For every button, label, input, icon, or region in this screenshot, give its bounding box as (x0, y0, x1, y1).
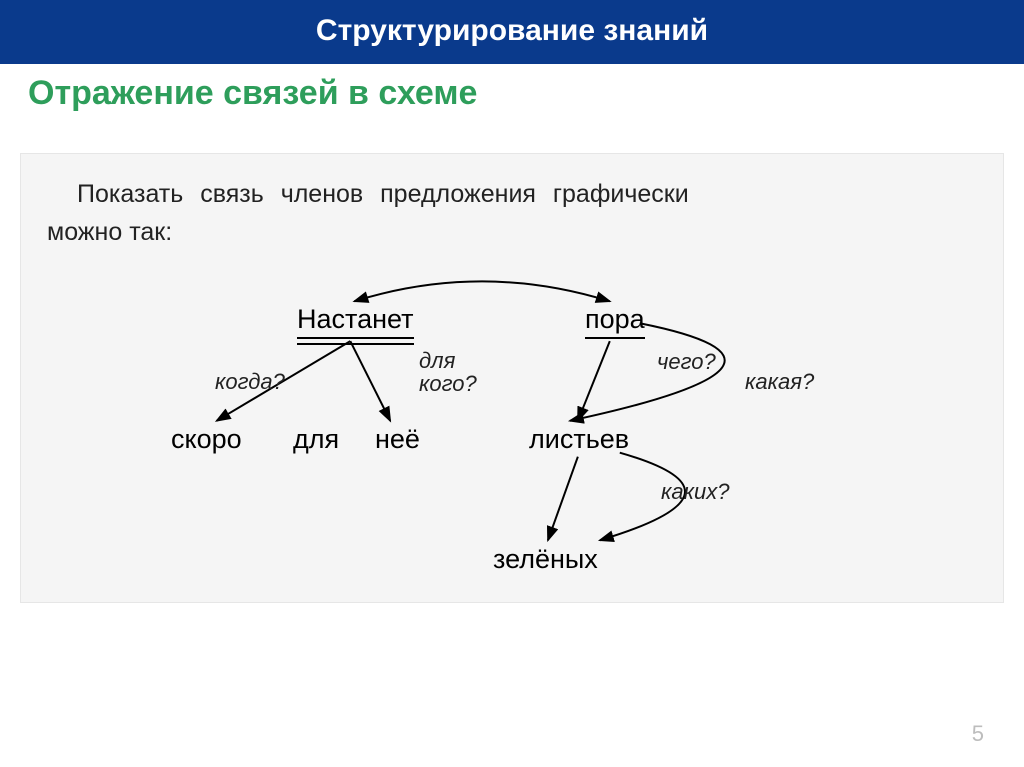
node-dlya: для (293, 424, 339, 455)
node-skoro: скоро (171, 424, 242, 455)
intro-line-1: Показать связь членов предложения графич… (77, 180, 983, 209)
node-listev: листьев (529, 424, 629, 455)
diagram: Показать связь членов предложения графич… (20, 153, 1004, 603)
node-nee: неё (375, 424, 420, 455)
intro-line-2: можно так: (47, 218, 172, 247)
subtitle: Отражение связей в схеме (0, 64, 1024, 113)
label-dlyakogo: для кого? (419, 349, 477, 395)
node-zelenykh: зелёных (493, 544, 598, 575)
label-kakikh: каких? (661, 479, 729, 505)
page: Структурирование знаний Отражение связей… (0, 0, 1024, 767)
page-number: 5 (972, 721, 984, 747)
header-title: Структурирование знаний (0, 0, 1024, 64)
label-dlyakogo-l2: кого? (419, 371, 477, 396)
node-pora: пора (585, 304, 645, 335)
label-dlyakogo-l1: для (419, 348, 455, 373)
label-kogda: когда? (215, 369, 285, 395)
label-kakaya: какая? (745, 369, 814, 395)
label-chego: чего? (657, 349, 716, 375)
node-nastanet: Настанет (297, 304, 414, 335)
